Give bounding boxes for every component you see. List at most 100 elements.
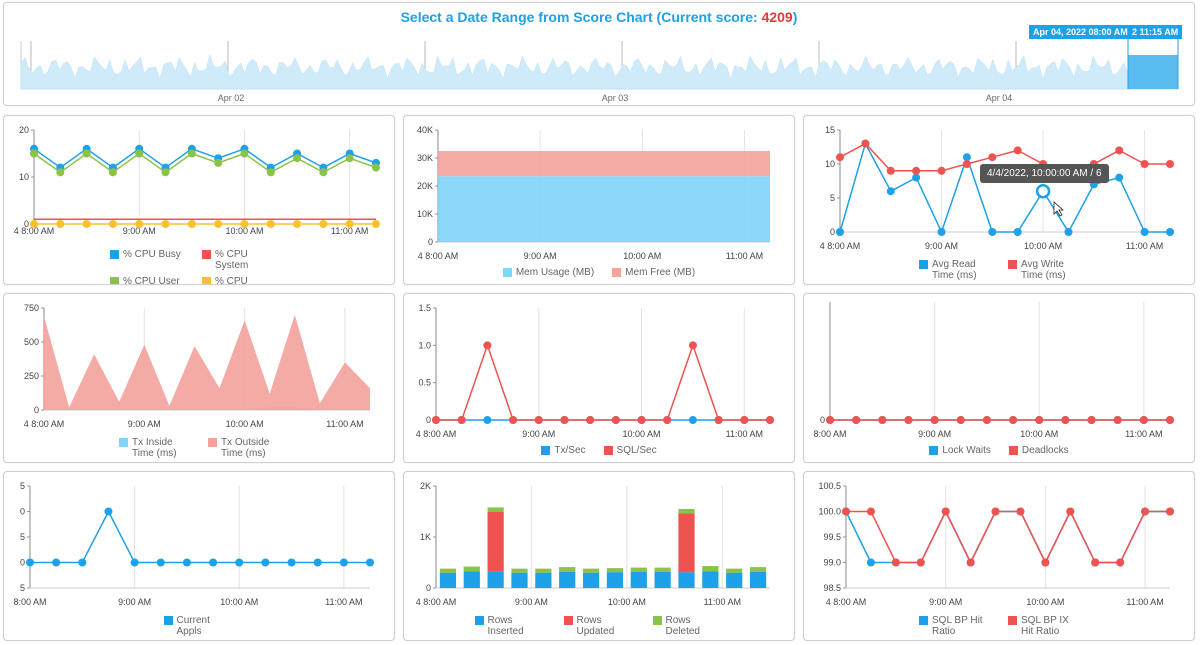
bar (678, 513, 695, 573)
legend-item[interactable]: % CPU System (202, 249, 282, 271)
data-point (826, 416, 834, 424)
x-tick-label: 11:00 AM (1126, 241, 1163, 251)
legend-item[interactable]: Lock Waits (929, 445, 991, 456)
data-point (187, 220, 196, 228)
legend-label: SQL BP IX Hit Ratio (1021, 615, 1069, 637)
legend-item[interactable]: Rows Deleted (652, 615, 724, 637)
data-point (1140, 228, 1149, 236)
data-point (209, 558, 218, 567)
tx-time-chart[interactable]: 0 250 500 750 4 8:00 AM 9:00 AM 10:00 AM 11:00 … (4, 294, 395, 463)
data-point (483, 341, 492, 350)
data-point (1013, 228, 1022, 236)
bar (678, 508, 695, 514)
legend-label: % CPU System (215, 249, 249, 271)
data-point (287, 558, 296, 567)
legend-item[interactable]: Current Appls (163, 615, 235, 637)
memory-chart[interactable]: 0 10K 20K 30K 40K 4 8:00 AM 9:00 AM 10:00 AM 11:… (404, 116, 795, 285)
legend-item[interactable]: Avg Write Time (ms) (1008, 259, 1079, 281)
legend-item[interactable]: SQL BP Hit Ratio (919, 615, 990, 637)
legend-label: Rows Deleted (665, 615, 700, 637)
legend-item[interactable]: % CPU Busy (110, 249, 190, 271)
data-point (766, 416, 774, 424)
data-point (108, 168, 117, 177)
x-tick-label: 11:00 AM (1126, 597, 1163, 607)
legend-item[interactable]: SQL BP IX Hit Ratio (1008, 615, 1079, 637)
data-point (866, 507, 875, 516)
data-point (1013, 146, 1022, 155)
data-point (966, 558, 975, 567)
bufferpool-chart[interactable]: 98.5 99.0 99.5 100.0 100.5 4 8:00 AM 9:00 AM 10… (804, 472, 1195, 641)
cpu-chart[interactable]: 0 10 20 4 8:00 AM 9:00 AM 10:00 AM 11:00 AM (4, 116, 395, 285)
x-tick-label: 10:00 AM (608, 597, 646, 607)
x-tick-label: 9:00 AM (522, 429, 555, 439)
x-tick-label: 9:00 AM (925, 241, 958, 251)
legend-item[interactable]: Tx Outside Time (ms) (208, 437, 279, 459)
data-point (988, 153, 997, 162)
x-tick-label: 11:00 AM (326, 419, 363, 429)
legend-item[interactable]: Tx Inside Time (ms) (119, 437, 190, 459)
data-point (937, 228, 946, 236)
legend-label: Tx Inside Time (ms) (132, 437, 177, 459)
x-tick-label: 10:00 AM (220, 597, 258, 607)
y-tick-label: 0 (426, 583, 431, 593)
legend-item[interactable]: Tx/Sec (541, 445, 586, 456)
score-chart-panel[interactable]: Select a Date Range from Score Chart (Cu… (3, 2, 1195, 106)
legend-swatch (110, 250, 119, 259)
bar (630, 567, 647, 572)
y-tick-label: 100.5 (818, 481, 841, 491)
bufferpool-legend: SQL BP Hit Ratio SQL BP IX Hit Ratio (804, 615, 1194, 637)
bar (654, 567, 671, 572)
io-chart[interactable]: 0 5 10 15 4 8:00 AM 9:00 AM 10:00 AM 11:00 AM (804, 116, 1195, 285)
y-tick-label: 10 (19, 172, 29, 182)
tx-rate-chart[interactable]: 0 0.5 1.0 1.5 4 8:00 AM 9:00 AM 10:00 AM 11:00 … (404, 294, 795, 463)
data-point (1087, 416, 1096, 424)
x-tick-label: 11:00 AM (726, 251, 763, 261)
data-point (916, 558, 925, 567)
legend-item[interactable]: Avg Read Time (ms) (919, 259, 990, 281)
data-point (240, 220, 249, 228)
legend-item[interactable]: Mem Usage (MB) (502, 267, 594, 278)
bar (582, 572, 600, 588)
y-tick-label: 250 (24, 371, 39, 381)
y-tick-label: 0 (24, 219, 29, 229)
bar (511, 572, 528, 588)
bar (535, 572, 552, 588)
legend-item[interactable]: Rows Updated (563, 615, 635, 637)
legend-item[interactable]: % CPU User (110, 276, 190, 284)
score-chart[interactable]: Apr 02 Apr 03 Apr 04 (4, 3, 1195, 106)
data-point (836, 153, 844, 162)
legend-item[interactable]: Mem Free (MB) (612, 267, 695, 278)
rows-chart-panel: 0 1K 2K 4 8:00 AM 9:00 AM 10:00 AM 11:00 AM Row… (403, 471, 795, 641)
legend-item[interactable]: Rows Inserted (474, 615, 546, 637)
legend-swatch (208, 438, 217, 447)
x-tick-label: 4 8:00 AM (416, 429, 457, 439)
bar (487, 571, 504, 588)
data-point (266, 168, 275, 177)
y-tick-label: 0 (820, 415, 825, 425)
y-tick-label: 40K (417, 125, 433, 135)
data-point (130, 558, 139, 567)
locks-chart[interactable]: 0 8:00 AM 9:00 AM 10:00 AM 11:00 AM (804, 294, 1195, 463)
y-tick-label: 20K (417, 181, 433, 191)
data-point (991, 507, 1000, 516)
bar (463, 571, 480, 588)
legend-item[interactable]: Deadlocks (1008, 445, 1069, 456)
legend-item[interactable]: SQL/Sec (603, 445, 657, 456)
x-tick-label: 10:00 AM (623, 429, 661, 439)
score-axis-label: Apr 02 (218, 93, 245, 103)
legend-item[interactable]: % CPU Waiting (202, 276, 282, 284)
data-point (509, 416, 518, 424)
legend-label: Rows Updated (576, 615, 615, 637)
rows-chart[interactable]: 0 1K 2K 4 8:00 AM 9:00 AM 10:00 AM 11:00 AM (404, 472, 795, 641)
x-tick-label: 4 8:00 AM (24, 419, 65, 429)
data-point (78, 558, 87, 567)
x-tick-label: 11:00 AM (325, 597, 362, 607)
x-tick-label: 9:00 AM (123, 226, 156, 236)
bar (582, 568, 600, 573)
appls-chart[interactable]: 5 0 5 0 5 8:00 AM 9:00 AM 10:00 AM 11:00 AM (4, 472, 395, 641)
data-point (293, 154, 302, 163)
area-series (44, 314, 370, 410)
bar (487, 512, 504, 572)
data-point (266, 220, 275, 228)
data-point (182, 558, 191, 567)
